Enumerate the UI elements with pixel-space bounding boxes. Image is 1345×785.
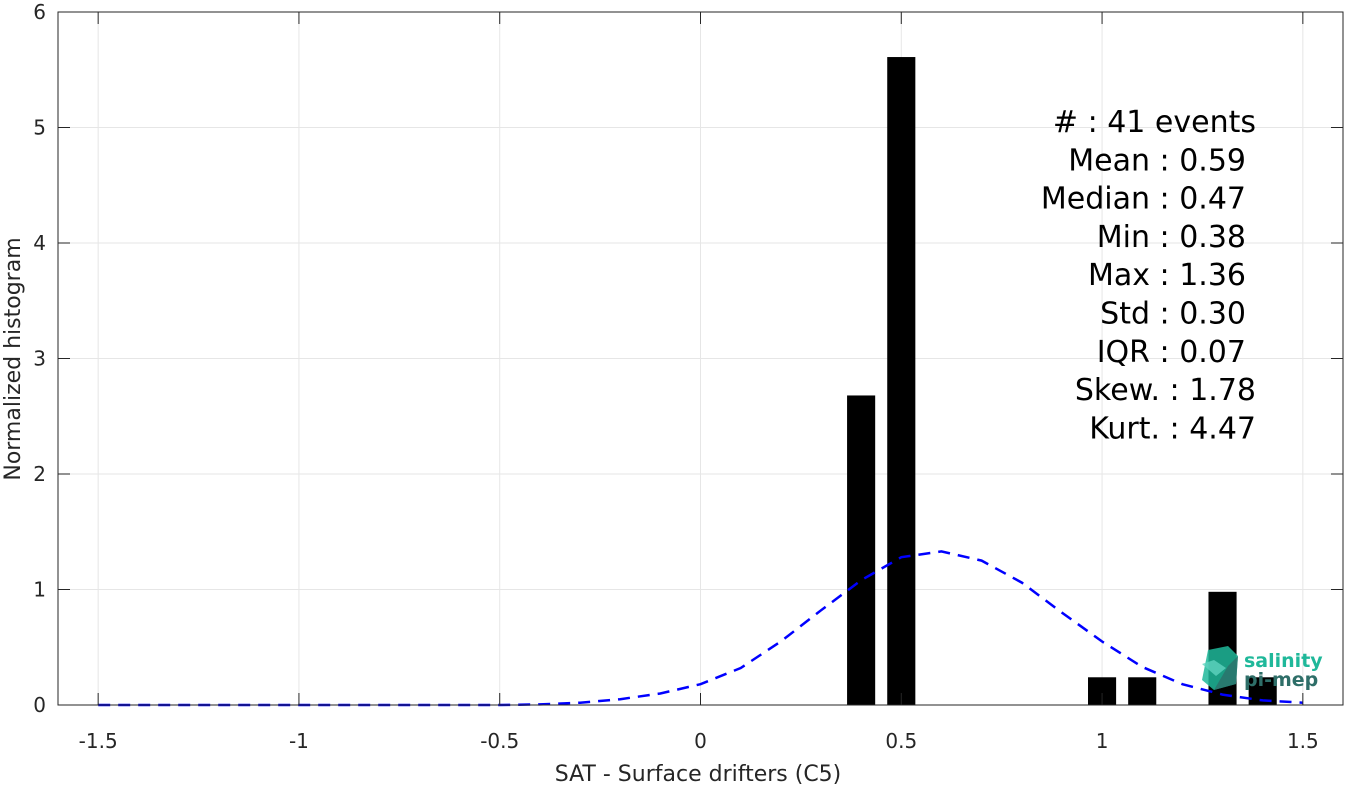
x-tick-label: 1 bbox=[1096, 729, 1109, 753]
y-tick-label: 1 bbox=[33, 578, 46, 602]
x-tick-label: 0 bbox=[694, 729, 707, 753]
y-tick-label: 0 bbox=[33, 693, 46, 717]
axes bbox=[57, 11, 1344, 706]
stat-line: Skew. : 1.78 bbox=[1075, 373, 1256, 408]
stat-line: Max : 1.36 bbox=[1088, 258, 1246, 293]
y-tick-label: 6 bbox=[33, 0, 46, 24]
stat-line: # : 41 events bbox=[1053, 105, 1256, 140]
stat-line: IQR : 0.07 bbox=[1097, 335, 1246, 370]
y-tick-label: 5 bbox=[33, 116, 46, 140]
x-tick-label: -1 bbox=[289, 729, 309, 753]
histogram-bars bbox=[847, 57, 1277, 706]
y-tick-label: 3 bbox=[33, 347, 46, 371]
logo-cube-icon bbox=[1202, 646, 1238, 690]
x-tick-label: -0.5 bbox=[480, 729, 519, 753]
y-tick-label: 4 bbox=[33, 231, 46, 255]
y-axis-label: Normalized histogram bbox=[1, 237, 26, 480]
histogram-bar bbox=[887, 57, 916, 706]
x-tick-label: 1.5 bbox=[1287, 729, 1319, 753]
histogram-bar bbox=[847, 395, 876, 705]
stat-line: Mean : 0.59 bbox=[1068, 143, 1246, 178]
stat-line: Min : 0.38 bbox=[1097, 220, 1246, 255]
stat-line: Std : 0.30 bbox=[1100, 297, 1246, 332]
stat-line: Median : 0.47 bbox=[1041, 182, 1246, 217]
histogram-bar bbox=[1128, 677, 1157, 705]
salinity-pimep-logo: salinity pi-mep bbox=[1202, 646, 1323, 691]
x-axis-label: SAT - Surface drifters (C5) bbox=[555, 762, 842, 785]
logo-text-pimep: pi-mep bbox=[1244, 669, 1318, 691]
stat-line: Kurt. : 4.47 bbox=[1089, 411, 1256, 446]
tick-labels: -1.5 -1 -0.5 0 0.5 1 1.5 0 1 2 3 4 5 6 bbox=[33, 0, 1318, 753]
x-tick-label: -1.5 bbox=[79, 729, 118, 753]
logo-text-salinity: salinity bbox=[1244, 650, 1323, 672]
y-tick-label: 2 bbox=[33, 462, 46, 486]
x-tick-label: 0.5 bbox=[885, 729, 917, 753]
